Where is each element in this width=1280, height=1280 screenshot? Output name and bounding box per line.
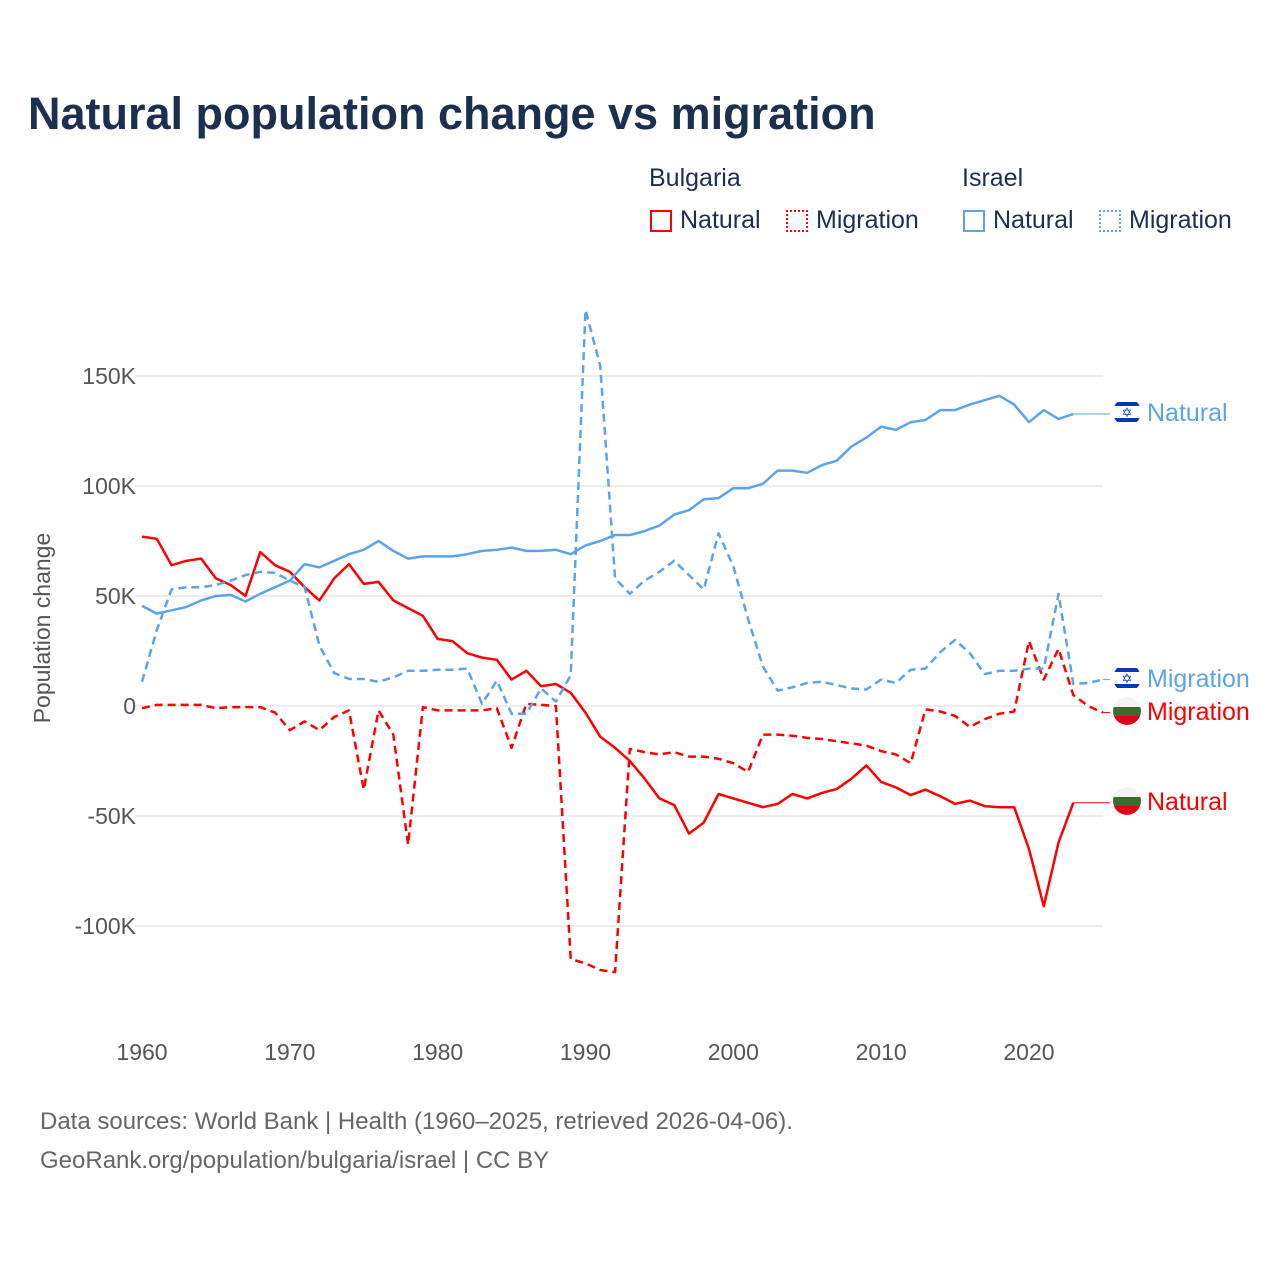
end-label-bulgaria-natural: Natural [1147, 788, 1228, 816]
flag-stripe [1113, 797, 1141, 806]
series-line-israel-natural [141, 394, 1074, 615]
bulgaria-flag-icon [1113, 787, 1141, 815]
y-axis-label: Population change [29, 533, 55, 724]
y-tick-label: 150K [82, 363, 136, 389]
legend-swatch-solid [963, 209, 985, 232]
y-tick-label: 100K [82, 473, 136, 499]
flag-body: ✡ [1113, 398, 1141, 426]
x-tick-label: 1980 [412, 1039, 463, 1065]
star-of-david-icon: ✡ [1122, 671, 1133, 686]
legend-bulgaria-natural[interactable]: Natural [650, 206, 761, 235]
israel-flag-icon: ✡ [1113, 398, 1141, 426]
x-tick-label: 1960 [116, 1039, 167, 1065]
footer-sources: Data sources: World Bank | Health (1960–… [40, 1108, 793, 1135]
flag-stripe [1113, 418, 1141, 422]
star-of-david-icon: ✡ [1122, 405, 1133, 420]
legend-label: Natural [680, 206, 761, 234]
legend-label: Migration [1129, 206, 1232, 234]
flag-body [1113, 787, 1141, 815]
legend-label: Natural [993, 206, 1074, 234]
flag-stripe [1113, 668, 1141, 672]
x-tick-label: 2010 [856, 1039, 907, 1065]
legend-group-bulgaria: Bulgaria [649, 164, 741, 192]
flag-stripe [1113, 787, 1141, 797]
legend-swatch-dotted [786, 209, 808, 232]
flag-stripe [1113, 716, 1141, 725]
x-tick-label: 1990 [560, 1039, 611, 1065]
flag-stripe [1113, 697, 1141, 707]
series-line-bulgaria-natural [141, 535, 1075, 908]
series-line-israel-migration [140, 308, 1104, 715]
bulgaria-flag-icon [1113, 697, 1141, 725]
y-tick-label: 0 [123, 693, 136, 719]
legend-label: Migration [816, 206, 919, 234]
legend-swatch-dotted [1099, 209, 1121, 232]
y-tick-label: 50K [95, 583, 137, 609]
legend-israel-migration[interactable]: Migration [1099, 206, 1232, 235]
flag-stripe [1113, 684, 1141, 688]
israel-flag-icon: ✡ [1113, 664, 1141, 692]
footer-link[interactable]: GeoRank.org/population/bulgaria/israel |… [40, 1147, 550, 1174]
flag-body [1113, 697, 1141, 725]
flag-stripe [1113, 707, 1141, 716]
legend-israel-natural[interactable]: Natural [963, 206, 1074, 235]
series-line-bulgaria-migration [141, 639, 1104, 974]
legend-swatch-solid [650, 209, 672, 232]
end-label-israel-migration: Migration [1147, 665, 1250, 693]
y-tick-label: -100K [75, 913, 137, 939]
end-label-israel-natural: Natural [1147, 399, 1228, 427]
x-tick-label: 1970 [264, 1039, 315, 1065]
legend-bulgaria-migration[interactable]: Migration [786, 206, 919, 235]
x-tick-label: 2000 [708, 1039, 759, 1065]
chart-title: Natural population change vs migration [28, 88, 876, 139]
end-label-bulgaria-migration: Migration [1147, 698, 1250, 726]
flag-stripe [1113, 806, 1141, 815]
flag-stripe [1113, 402, 1141, 406]
legend-group-israel: Israel [962, 164, 1024, 192]
x-tick-label: 2020 [1003, 1039, 1054, 1065]
flag-body: ✡ [1113, 664, 1141, 692]
y-tick-label: -50K [87, 803, 136, 829]
